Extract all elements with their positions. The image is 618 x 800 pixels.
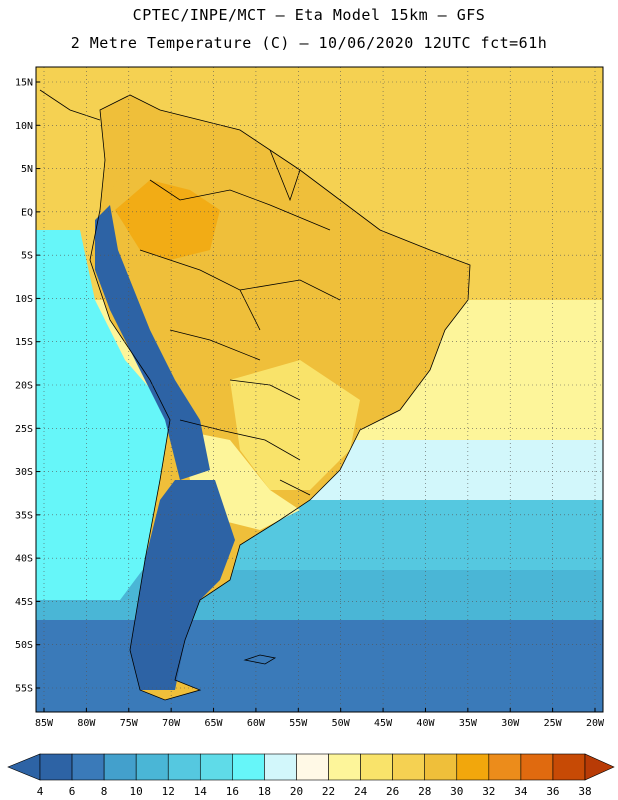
border-line	[139, 249, 261, 331]
latitude-label: 35S	[15, 510, 33, 521]
longitude-label: 20W	[586, 718, 605, 729]
longitude-label: 75W	[120, 718, 139, 729]
border-line	[229, 379, 301, 401]
colorbar-swatch	[296, 753, 329, 781]
colorbar-swatch	[232, 753, 265, 781]
border-line	[239, 279, 341, 301]
longitude-label: 45W	[374, 718, 393, 729]
colorbar-label: 32	[482, 785, 495, 798]
latitude-label: 25S	[15, 424, 33, 435]
border-line	[39, 89, 101, 121]
longitude-labels: 85W 80W 75W 70W 65W 60W 55W 50W 45W 40W 35W 30W 25W 2…	[35, 708, 605, 729]
pacific-cool-water	[36, 230, 190, 600]
colorbar-label: 10	[130, 785, 143, 798]
colorbar-swatch	[39, 753, 73, 781]
map-frame	[35, 66, 604, 713]
colorbar-label: 12	[162, 785, 175, 798]
colorbar-label: 20	[290, 785, 303, 798]
colorbar-swatch	[552, 753, 586, 781]
border-line	[149, 179, 331, 231]
longitude-label: 30W	[501, 718, 520, 729]
longitude-label: 25W	[544, 718, 563, 729]
colorbar: 4 6 8 10 12 14 16 18 20 22 24 26 28 30 32 34 36 38	[7, 753, 615, 798]
latitude-label: 15N	[15, 78, 33, 89]
border-line	[269, 149, 301, 202]
colorbar-swatch	[520, 753, 554, 781]
map-title: CPTEC/INPE/MCT – Eta Model 15km – GFS	[132, 6, 486, 24]
longitude-label: 60W	[247, 718, 266, 729]
latitude-label: 55S	[15, 684, 33, 695]
longitude-label: 40W	[416, 718, 435, 729]
southern-brazil-warm	[230, 360, 360, 490]
colorbar-swatch	[424, 753, 458, 781]
colorbar-swatch	[328, 753, 361, 781]
colorbar-label: 38	[578, 785, 591, 798]
colorbar-label: 36	[546, 785, 559, 798]
graticule	[36, 67, 603, 712]
longitude-label: 50W	[332, 718, 351, 729]
colorbar-swatch	[71, 753, 105, 781]
colorbar-swatch	[135, 753, 169, 781]
colorbar-label: 26	[386, 785, 399, 798]
colorbar-label: 34	[514, 785, 528, 798]
latitude-label: EQ	[21, 207, 33, 218]
latitude-label: 40S	[15, 554, 33, 565]
colorbar-label: 4	[37, 785, 44, 798]
colorbar-label: 6	[69, 785, 76, 798]
colorbar-upper-arrow	[584, 753, 615, 781]
colorbar-swatch	[103, 753, 137, 781]
longitude-label: 65W	[205, 718, 224, 729]
latitude-label: 10N	[15, 121, 33, 132]
latitude-label: 20S	[15, 381, 33, 392]
ocean-southern	[36, 620, 603, 712]
colorbar-label: 30	[450, 785, 463, 798]
colorbar-label: 16	[226, 785, 239, 798]
colorbar-swatch	[264, 753, 297, 781]
patagonia-cold	[130, 480, 235, 690]
longitude-label: 85W	[35, 718, 54, 729]
latitude-labels: 15N 10N 5N EQ 5S 10S 15S 20S 25S 30S 35S 40S 45S 50S 5…	[15, 78, 40, 695]
colorbar-swatch	[167, 753, 201, 781]
colorbar-label: 28	[418, 785, 431, 798]
border-line	[243, 654, 277, 665]
border-line	[179, 419, 301, 461]
longitude-label: 35W	[459, 718, 478, 729]
latitude-label: 5S	[21, 251, 33, 262]
colorbar-swatch	[488, 753, 522, 781]
country-borders	[39, 89, 471, 701]
latitude-label: 45S	[15, 597, 33, 608]
longitude-label: 80W	[77, 718, 96, 729]
latitude-label: 15S	[15, 337, 33, 348]
latitude-label: 50S	[15, 640, 33, 651]
latitude-label: 10S	[15, 294, 33, 305]
latitude-label: 30S	[15, 467, 33, 478]
colorbar-label: 22	[322, 785, 335, 798]
border-line	[169, 329, 261, 361]
map-fields	[36, 67, 603, 712]
colorbar-swatch	[392, 753, 426, 781]
colorbar-label: 8	[101, 785, 108, 798]
colorbar-lower-arrow	[7, 753, 41, 781]
colorbar-label: 14	[194, 785, 208, 798]
peru-hot-spot	[115, 180, 220, 260]
colorbar-swatch	[199, 753, 233, 781]
map-subtitle: 2 Metre Temperature (C) – 10/06/2020 12U…	[70, 34, 548, 52]
colorbar-swatch	[456, 753, 490, 781]
colorbar-swatch	[360, 753, 393, 781]
colorbar-label: 18	[258, 785, 271, 798]
colorbar-label: 24	[354, 785, 368, 798]
longitude-label: 70W	[162, 718, 181, 729]
andes-cold-band	[95, 205, 210, 480]
longitude-label: 55W	[289, 718, 308, 729]
border-line	[279, 479, 311, 496]
latitude-label: 5N	[21, 164, 33, 175]
